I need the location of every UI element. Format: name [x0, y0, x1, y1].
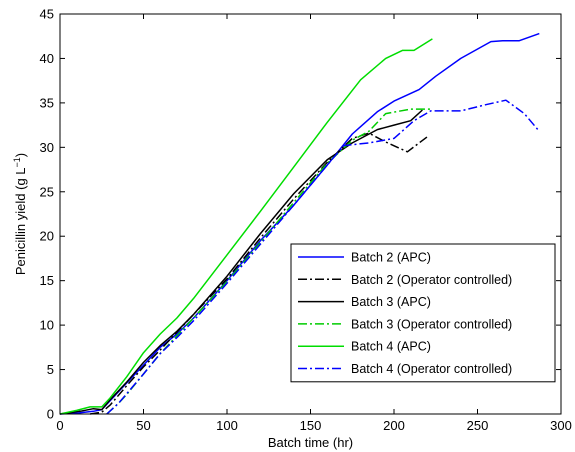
series-line-6 — [106, 99, 540, 415]
x-tick-label-0: 0 — [56, 418, 63, 433]
legend: Batch 2 (APC) Batch 2 (Operator controlle… — [290, 243, 556, 383]
y-tick-label-6: 30 — [40, 140, 54, 155]
plot-lines — [59, 32, 540, 415]
series-line-3 — [59, 109, 423, 415]
y-tick-label-5: 25 — [40, 184, 54, 199]
x-tick-label-5: 250 — [467, 418, 489, 433]
y-tick-label-4: 20 — [40, 229, 54, 244]
y-tick-label-1: 5 — [47, 362, 54, 377]
axis-ticks — [59, 13, 562, 415]
x-tick-label-2: 100 — [216, 418, 238, 433]
x-tick-label-3: 150 — [300, 418, 322, 433]
x-tick-label-1: 50 — [136, 418, 150, 433]
x-tick-label-6: 300 — [550, 418, 572, 433]
legend-label-1: Batch 2 (APC) — [351, 251, 431, 265]
legend-label-5: Batch 4 (APC) — [351, 340, 431, 354]
series-line-5 — [59, 38, 433, 415]
x-tick-label-4: 200 — [383, 418, 405, 433]
y-tick-label-0: 0 — [47, 407, 54, 422]
y-axis-title: Penicillin yield (g L−1) — [12, 153, 28, 275]
legend-label-2: Batch 2 (Operator controlled) — [351, 273, 512, 287]
x-axis-title: Batch time (hr) — [268, 435, 353, 450]
y-tick-label-7: 35 — [40, 95, 54, 110]
y-tick-label-3: 15 — [40, 273, 54, 288]
y-axis-title-main: Penicillin yield (g L — [13, 167, 28, 275]
y-tick-label-9: 45 — [40, 7, 54, 22]
y-tick-label-2: 10 — [40, 318, 54, 333]
legend-label-3: Batch 3 (APC) — [351, 295, 431, 309]
y-axis-title-superscript: −1 — [12, 157, 22, 167]
legend-label-6: Batch 4 (Operator controlled) — [351, 362, 512, 376]
legend-label-4: Batch 3 (Operator controlled) — [351, 317, 512, 331]
y-tick-label-8: 40 — [40, 51, 54, 66]
y-axis-title-close: ) — [13, 153, 28, 157]
series-line-2 — [89, 132, 428, 415]
legend-box — [290, 243, 556, 383]
axis-tick-labels: 0 50 100 150 200 250 300 0 5 10 15 20 25 30 35 40 45 — [40, 7, 572, 434]
